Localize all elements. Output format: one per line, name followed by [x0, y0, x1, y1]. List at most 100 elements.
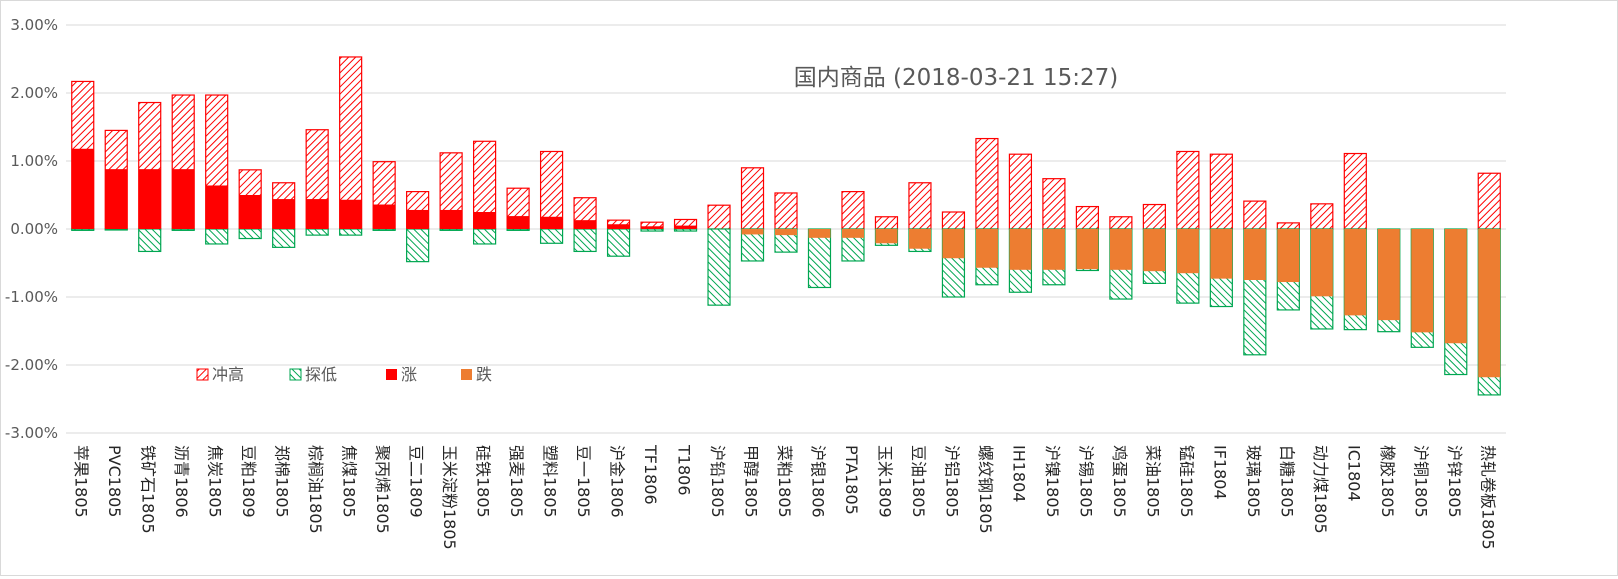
bar-down — [1143, 229, 1166, 272]
bar-up — [674, 225, 697, 229]
x-tick-label: PTA1805 — [842, 445, 861, 515]
bar-up — [607, 224, 630, 229]
x-tick-label: 棕榈油1805 — [306, 445, 325, 534]
y-tick-label: 3.00% — [10, 16, 58, 34]
bar-high — [1176, 150, 1200, 230]
bar-low — [406, 228, 430, 263]
x-tick-label: 沪锡1805 — [1076, 445, 1095, 518]
bar-down — [1377, 229, 1400, 321]
bar-low — [506, 228, 530, 231]
bar-down — [942, 229, 965, 259]
bar-down — [775, 229, 797, 236]
bar-up — [172, 169, 195, 229]
bar-up — [641, 226, 664, 229]
bar-down — [1076, 229, 1099, 270]
x-tick-label: 沪铅1805 — [708, 445, 727, 518]
x-tick-label: 强麦1805 — [507, 445, 526, 518]
bar-low — [473, 228, 497, 245]
legend-item: 涨 — [386, 365, 417, 384]
bar-high — [1075, 205, 1099, 230]
bar-up — [339, 199, 362, 229]
bar-low — [539, 228, 564, 244]
legend-label: 跌 — [476, 365, 492, 384]
x-tick-label: 聚丙烯1805 — [373, 445, 392, 534]
x-tick-label: 铁矿石1805 — [139, 445, 158, 534]
bar-up — [507, 216, 530, 229]
x-tick-label: 玻璃1805 — [1244, 445, 1263, 518]
bar-up — [306, 199, 329, 229]
bar-down — [1176, 229, 1199, 274]
bar-up — [373, 204, 396, 229]
bar-up — [239, 195, 262, 229]
bar-low — [673, 228, 698, 232]
bar-down — [808, 229, 831, 238]
bar-low — [238, 228, 262, 240]
x-tick-label: 锰硅1805 — [1177, 445, 1196, 518]
x-tick-label: 豆一1805 — [574, 445, 593, 518]
bar-down — [1210, 229, 1233, 279]
bar-high — [1142, 203, 1166, 230]
bar-low — [640, 228, 664, 232]
y-tick-label: 2.00% — [10, 84, 58, 102]
bar-high — [1209, 153, 1233, 230]
legend-label: 冲高 — [212, 365, 244, 384]
bar-down — [1109, 229, 1132, 270]
chart-title: 国内商品 (2018-03-21 15:27) — [794, 65, 1119, 91]
bar-high — [908, 182, 932, 230]
bar-down — [1042, 229, 1065, 270]
bar-up — [540, 216, 563, 229]
bar-high — [1109, 216, 1133, 230]
bar-low — [707, 228, 731, 306]
bar-low — [138, 228, 162, 253]
bar-low — [372, 228, 396, 231]
x-tick-label: 塑料1805 — [541, 445, 560, 518]
bar-down — [908, 229, 931, 249]
bar-low — [272, 228, 296, 248]
bar-high — [975, 137, 999, 230]
y-tick-label: 0.00% — [10, 220, 58, 238]
bar-up — [406, 209, 429, 229]
y-tick-label: 1.00% — [10, 152, 58, 170]
bar-down — [841, 229, 864, 238]
legend-swatch — [461, 369, 472, 380]
bar-down — [1344, 229, 1367, 316]
bar-up — [574, 220, 597, 229]
bar-up — [105, 169, 128, 229]
bar-high — [874, 216, 899, 230]
bar-high — [1243, 200, 1267, 230]
legend-swatch — [196, 368, 209, 381]
bar-down — [1478, 229, 1501, 378]
bar-up — [440, 209, 463, 229]
x-tick-label: 热轧卷板1805 — [1478, 445, 1497, 550]
x-tick-label: 豆油1805 — [909, 445, 928, 518]
legend-swatch — [289, 368, 302, 381]
bar-high — [1477, 172, 1501, 230]
bar-high — [1310, 203, 1334, 230]
x-tick-label: 焦煤1805 — [340, 445, 359, 518]
bar-high — [941, 211, 966, 230]
bar-high — [1008, 153, 1033, 230]
bar-down — [875, 229, 898, 244]
x-tick-label: 沪镍1805 — [1043, 445, 1062, 518]
x-tick-label: IF1804 — [1210, 445, 1229, 500]
legend: 冲高 探低 涨 跌 — [196, 365, 492, 384]
bar-low — [171, 228, 195, 231]
bar-low — [573, 228, 597, 253]
x-tick-label: 沪锌1805 — [1445, 445, 1464, 518]
x-tick-label: 郑棉1805 — [273, 445, 292, 518]
legend-label: 涨 — [401, 365, 417, 384]
legend-item: 探低 — [289, 365, 337, 384]
bar-down — [1411, 229, 1434, 333]
y-tick-label: -1.00% — [5, 288, 58, 306]
y-tick-label: -3.00% — [5, 424, 58, 442]
x-tick-label: IC1804 — [1344, 445, 1363, 502]
x-tick-label: 沪金1806 — [608, 445, 627, 518]
y-axis-ticks: 3.00% 2.00% 1.00% 0.00% -1.00% -2.00% -3.00% — [5, 16, 58, 442]
x-tick-label: 沪铝1805 — [942, 445, 961, 518]
bar-down — [1444, 229, 1467, 344]
x-tick-label: 焦炭1805 — [206, 445, 225, 518]
legend-item: 跌 — [461, 365, 492, 384]
x-tick-label: 沪银1806 — [808, 445, 827, 518]
bar-high — [841, 191, 865, 230]
bar-down — [1310, 229, 1333, 297]
